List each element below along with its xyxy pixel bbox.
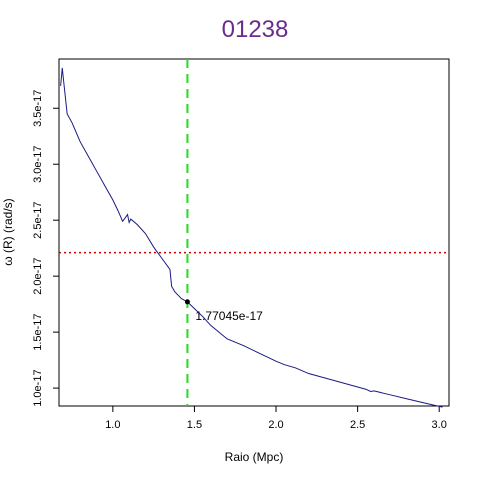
marked-point [184,299,190,305]
x-tick-label: 2.0 [268,419,283,431]
y-tick-label: 2.0e-17 [32,257,44,294]
y-tick-label: 2.5e-17 [32,202,44,239]
x-tick-label: 1.0 [105,419,120,431]
x-tick-label: 2.5 [350,419,365,431]
y-axis-label: ω (R) (rad/s) [1,198,15,265]
y-axis: 1.0e-17 1.5e-17 2.0e-17 2.5e-17 3.0e-17 3.5e-… [32,90,59,407]
annotation-layer: 1.77045e-17 [184,299,263,323]
x-axis-label: Raio (Mpc) [225,450,284,464]
chart-title: 01238 [222,16,289,43]
x-tick-label: 1.5 [187,419,202,431]
y-tick-label: 1.5e-17 [32,313,44,350]
y-tick-label: 1.0e-17 [32,369,44,406]
y-tick-label: 3.5e-17 [32,90,44,127]
y-tick-label: 3.0e-17 [32,146,44,183]
x-tick-label: 3.0 [432,419,447,431]
series-line [60,67,443,408]
series-layer [60,67,443,408]
plot-area [58,58,450,407]
x-axis: 1.0 1.5 2.0 2.5 3.0 [105,406,447,431]
reference-lines [59,59,449,406]
marked-point-label: 1.77045e-17 [195,309,263,323]
